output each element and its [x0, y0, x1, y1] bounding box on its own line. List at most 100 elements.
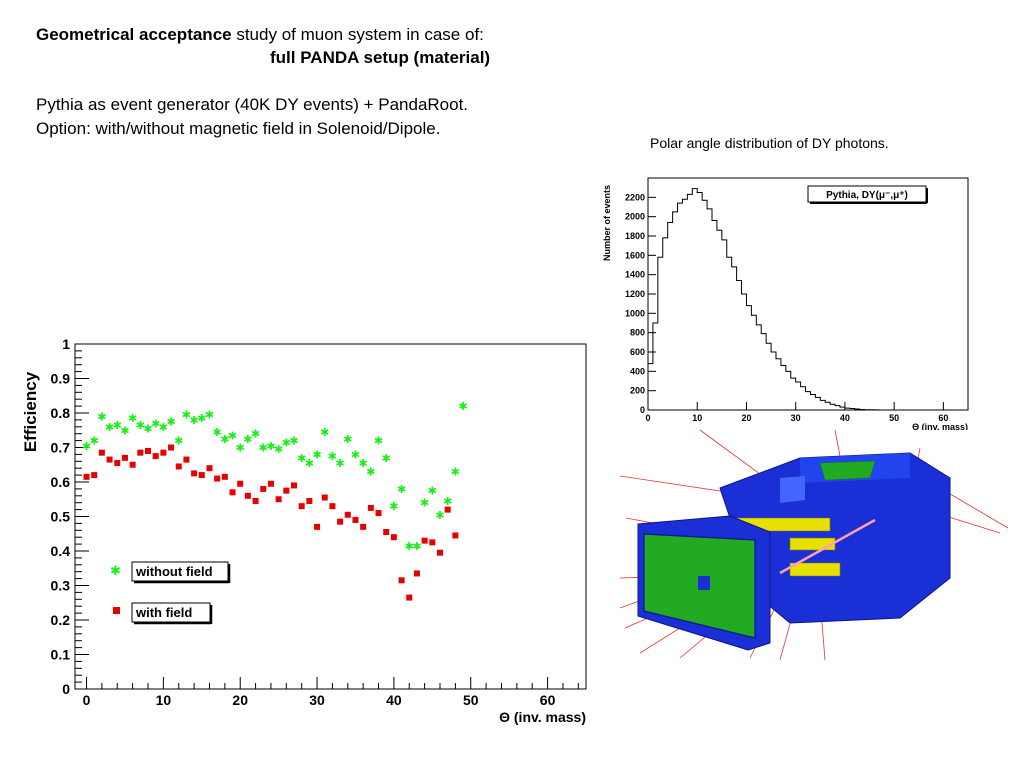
title-bold-text: Geometrical acceptance: [36, 25, 232, 44]
data-point-with-field: [267, 480, 274, 487]
histogram-y-tick-label: 400: [630, 366, 645, 376]
data-point-without-field: ✱: [228, 430, 237, 442]
histogram-caption: Polar angle distribution of DY photons.: [650, 135, 889, 151]
data-point-without-field: ✱: [443, 496, 452, 508]
data-point-with-field: [244, 492, 251, 499]
data-point-with-field: [137, 449, 144, 456]
data-point-without-field: ✱: [420, 498, 429, 510]
histogram-x-tick-label: 10: [692, 413, 702, 423]
data-point-without-field: ✱: [151, 418, 160, 430]
data-point-with-field: [145, 447, 151, 454]
data-point-with-field: [337, 518, 344, 525]
efficiency-x-ticks: 0 10 20 30 40 50 60: [83, 677, 579, 708]
data-point-with-field: [383, 529, 390, 536]
data-point-with-field: [91, 472, 98, 479]
efficiency-y-tick-label: 0.1: [51, 647, 71, 663]
data-point-without-field: ✱: [343, 434, 352, 446]
data-point-without-field: ✱: [213, 427, 222, 439]
data-point-with-field: [114, 460, 121, 467]
data-point-without-field: ✱: [320, 427, 329, 439]
data-point-without-field: ✱: [174, 436, 183, 448]
data-point-without-field: ✱: [397, 484, 406, 496]
efficiency-x-tick-label: 60: [540, 692, 556, 708]
histogram-x-tick-label: 20: [741, 413, 751, 423]
data-point-without-field: ✱: [428, 486, 437, 498]
histogram-x-tick-label: 30: [791, 413, 801, 423]
histogram-x-tick-label: 40: [840, 413, 850, 423]
data-point-with-field: [83, 473, 90, 480]
data-point-without-field: ✱: [220, 434, 229, 446]
data-point-without-field: ✱: [435, 510, 444, 522]
data-point-with-field: [421, 537, 428, 544]
data-point-with-field: [229, 489, 236, 496]
slide-title: Geometrical acceptance study of muon sys…: [36, 24, 484, 46]
data-point-without-field: ✱: [105, 422, 114, 434]
data-point-without-field: ✱: [312, 449, 321, 461]
data-point-without-field: ✱: [412, 541, 421, 553]
data-point-without-field: ✱: [189, 415, 198, 427]
data-point-with-field: [367, 504, 374, 511]
data-point-with-field: [129, 461, 136, 468]
efficiency-y-axis-label: Efficiency: [21, 371, 40, 452]
data-point-with-field: [344, 511, 351, 518]
legend-label-with-field: with field: [135, 605, 192, 620]
efficiency-x-tick-label: 10: [156, 692, 172, 708]
data-point-with-field: [252, 497, 259, 504]
legend-marker-without-field: ✱: [110, 563, 121, 578]
data-point-with-field: [406, 594, 413, 601]
data-point-with-field: [168, 444, 175, 451]
data-point-with-field: [283, 487, 290, 494]
data-point-without-field: ✱: [136, 420, 145, 432]
histogram-x-axis-label: Θ (inv. mass): [912, 422, 968, 430]
legend-marker-with-field: [113, 607, 120, 614]
data-point-with-field: [429, 539, 436, 546]
efficiency-y-tick-label: 0.7: [51, 440, 71, 456]
data-point-without-field: ✱: [243, 434, 252, 446]
efficiency-points: ✱✱✱✱✱✱✱✱✱✱✱✱✱✱✱✱✱✱✱✱✱✱✱✱✱✱✱✱✱✱✱✱✱✱✱✱✱✱✱✱…: [82, 401, 468, 601]
efficiency-x-tick-label: 0: [83, 692, 91, 708]
data-point-without-field: ✱: [282, 437, 291, 449]
data-point-without-field: ✱: [389, 501, 398, 513]
efficiency-plot-frame: [74, 343, 587, 690]
data-point-with-field: [121, 454, 128, 461]
data-point-without-field: ✱: [305, 458, 314, 470]
efficiency-x-tick-label: 50: [463, 692, 479, 708]
data-point-without-field: ✱: [382, 453, 391, 465]
histogram-legend-label: Pythia, DY(μ⁻,μ⁺): [826, 190, 908, 201]
efficiency-legend: ✱ without field with field: [110, 561, 231, 625]
data-point-without-field: ✱: [359, 458, 368, 470]
data-point-without-field: ✱: [458, 401, 467, 413]
histogram-y-tick-label: 1800: [625, 231, 645, 241]
data-point-without-field: ✱: [259, 443, 268, 455]
data-point-with-field: [106, 456, 113, 463]
data-point-with-field: [175, 463, 182, 470]
data-point-with-field: [444, 506, 451, 513]
histogram-plot-frame: [647, 177, 969, 411]
data-point-with-field: [321, 494, 328, 501]
detector-3d-render: [620, 429, 1009, 660]
data-point-with-field: [183, 456, 190, 463]
data-point-with-field: [206, 465, 213, 472]
efficiency-y-tick-label: 0.9: [51, 371, 71, 387]
histogram-x-tick-label: 0: [645, 413, 650, 423]
histogram-y-axis-label: Number of events: [602, 185, 612, 261]
data-point-without-field: ✱: [197, 413, 206, 425]
data-point-with-field: [375, 510, 382, 517]
data-point-with-field: [413, 570, 420, 577]
histogram-y-tick-label: 800: [630, 328, 645, 338]
efficiency-y-tick-label: 1: [62, 336, 70, 352]
description-line-1: Pythia as event generator (40K DY events…: [36, 95, 469, 114]
data-point-without-field: ✱: [128, 413, 137, 425]
data-point-without-field: ✱: [451, 467, 460, 479]
data-point-without-field: ✱: [120, 425, 129, 437]
efficiency-y-ticks: 0 0.1 0.2 0.3 0.4 0.5 0.6 0.7 0.8 0.9 1: [51, 336, 89, 697]
data-point-with-field: [298, 503, 305, 510]
histogram-y-tick-label: 1000: [625, 308, 645, 318]
legend-item-without-field: ✱ without field: [110, 561, 231, 584]
efficiency-x-tick-label: 30: [309, 692, 325, 708]
data-point-with-field: [437, 549, 443, 556]
efficiency-x-axis-label: Θ (inv. mass): [499, 709, 586, 725]
data-point-without-field: ✱: [182, 410, 191, 422]
data-point-without-field: ✱: [143, 424, 152, 436]
data-point-without-field: ✱: [266, 441, 275, 453]
